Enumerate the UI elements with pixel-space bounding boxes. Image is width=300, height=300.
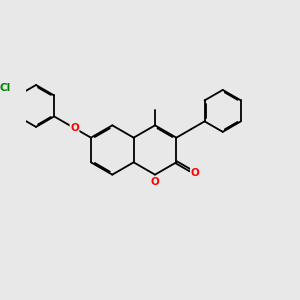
Text: O: O <box>190 168 199 178</box>
Text: O: O <box>70 123 79 133</box>
Text: Cl: Cl <box>0 83 11 93</box>
Text: O: O <box>151 177 159 187</box>
